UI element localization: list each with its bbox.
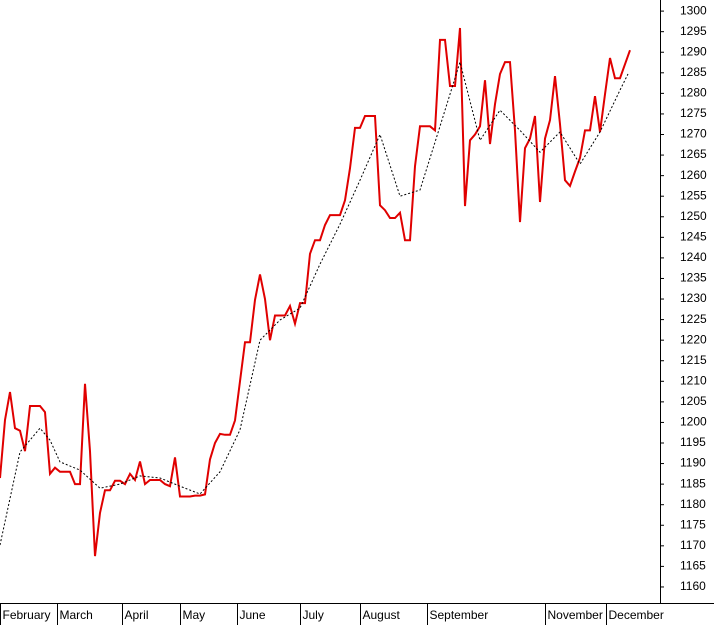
y-tick-label: 1160 [680, 579, 706, 593]
x-tick-label: August [363, 608, 401, 622]
x-tick-label: December [609, 608, 664, 622]
y-tick-label: 1180 [680, 497, 706, 511]
y-tick-label: 1275 [680, 106, 707, 120]
x-tick-label: June [240, 608, 266, 622]
y-tick-label: 1240 [680, 250, 707, 264]
y-tick-label: 1295 [680, 24, 707, 38]
y-tick-label: 1185 [680, 476, 706, 490]
y-tick-label: 1190 [680, 456, 706, 470]
x-tick-label: March [60, 608, 93, 622]
y-tick-label: 1195 [680, 435, 706, 449]
y-tick-label: 1215 [680, 353, 707, 367]
y-tick-label: 1290 [680, 44, 707, 58]
y-tick-label: 1200 [680, 415, 707, 429]
y-tick-label: 1250 [680, 209, 707, 223]
y-tick-label: 1170 [680, 538, 706, 552]
series-line [0, 60, 629, 546]
x-tick-label: February [3, 608, 51, 622]
y-tick-label: 1220 [680, 332, 707, 346]
y-tick-label: 1285 [680, 65, 707, 79]
y-tick-label: 1280 [680, 86, 707, 100]
y-tick-label: 1245 [680, 230, 707, 244]
x-tick-label: May [183, 608, 206, 622]
x-tick-label: November [548, 608, 603, 622]
y-tick-label: 1165 [680, 559, 706, 573]
x-tick-label: April [125, 608, 149, 622]
y-tick-label: 1210 [680, 373, 707, 387]
x-tick-label: September [430, 608, 489, 622]
y-tick-label: 1225 [680, 312, 707, 326]
y-tick-label: 1235 [680, 271, 707, 285]
y-tick-label: 1265 [680, 147, 707, 161]
y-tick-label: 1205 [680, 394, 707, 408]
y-tick-label: 1270 [680, 127, 707, 141]
y-tick-label: 1230 [680, 291, 707, 305]
y-tick-label: 1255 [680, 188, 707, 202]
x-tick-label: July [303, 608, 324, 622]
y-tick-label: 1175 [680, 517, 706, 531]
y-tick-label: 1260 [680, 168, 707, 182]
y-tick-label: 1300 [680, 3, 707, 17]
series-line [0, 27, 631, 557]
